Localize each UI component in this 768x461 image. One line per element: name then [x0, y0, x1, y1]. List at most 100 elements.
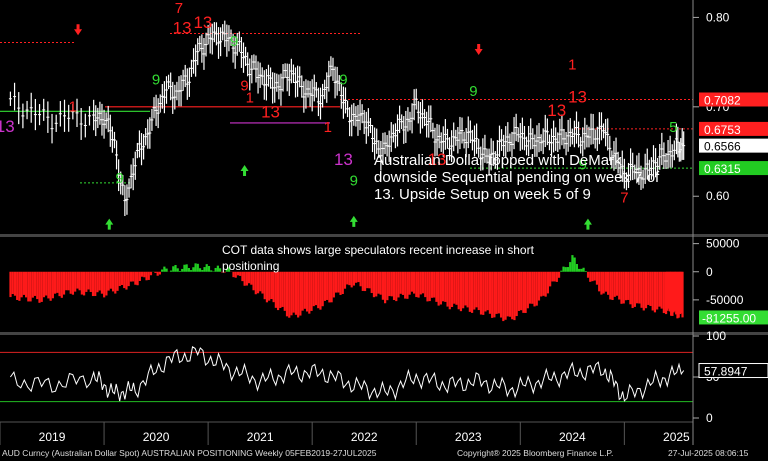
cot-bar [677, 271, 680, 318]
cot-bar [252, 271, 255, 291]
cot-bar [620, 271, 623, 304]
cot-bar [45, 271, 48, 296]
cot-bar [506, 271, 509, 317]
cot-bar [433, 271, 436, 298]
cot-bar [116, 271, 119, 291]
cot-bar [134, 271, 137, 285]
cot-bar [671, 271, 674, 316]
x-tick-label: 2023 [455, 430, 482, 444]
x-tick-label: 2021 [247, 430, 274, 444]
cot-bar [484, 271, 487, 312]
cot-bar [622, 271, 625, 304]
cot-bar [375, 271, 378, 297]
cot-bar [386, 271, 389, 301]
cot-bar [678, 271, 682, 315]
cot-bar [486, 271, 489, 311]
cot-bar [515, 271, 518, 317]
cot-bar [270, 271, 273, 300]
panel-separator [0, 332, 768, 335]
cot-bar [555, 271, 558, 282]
cot-bar [76, 271, 79, 289]
cot-bar [292, 271, 295, 313]
cot-bar [424, 271, 427, 298]
cot-bar [430, 271, 434, 298]
grid [0, 234, 768, 445]
cot-bar [120, 271, 124, 286]
cot-bar [653, 271, 657, 313]
demark-count-9: 9 [240, 78, 248, 95]
cot-bar [205, 264, 208, 272]
cot-bar [100, 271, 104, 294]
cot-bar [339, 271, 342, 295]
cot-bar [245, 271, 248, 286]
cot-bar [448, 271, 451, 310]
cot-bar [114, 271, 117, 294]
cot-bar [511, 271, 514, 320]
cot-bar [343, 271, 347, 289]
cot-bar [611, 271, 614, 301]
oscillator-panel [0, 345, 693, 403]
cot-bar [31, 271, 34, 298]
cot-bar [74, 271, 77, 292]
cot-bar [535, 271, 538, 306]
x-tick-label: 2020 [143, 430, 170, 444]
demark-count-9: 9 [230, 33, 238, 50]
cot-bar [25, 271, 28, 298]
cot-bar [428, 271, 431, 302]
cot-bar [470, 271, 474, 313]
cot-bar [303, 271, 306, 309]
cot-bar [651, 271, 654, 311]
cot-bar [457, 271, 460, 310]
demark-count-13: 13 [0, 117, 15, 136]
cot-bar [265, 271, 269, 303]
price-level-label: 0.7082 [704, 93, 741, 107]
cot-bar [551, 271, 554, 282]
cot-bar [399, 271, 402, 294]
cot-bar [499, 271, 503, 318]
cot-bar [294, 271, 298, 315]
cot-bar [190, 270, 193, 272]
oscillator-line [9, 345, 685, 402]
cot-bar [540, 271, 543, 297]
demark-count-9: 9 [579, 156, 587, 173]
footer-bar: AUD Curncy (Australian Dollar Spot) AUST… [0, 445, 768, 461]
cot-bar [154, 271, 157, 273]
price-level-label: 0.6315 [704, 162, 741, 176]
cot-bar [136, 271, 139, 286]
cot-bar [348, 271, 351, 286]
cot-bar [666, 271, 669, 311]
cot-bar [105, 271, 108, 296]
cot-bar [352, 271, 356, 286]
cot-bar [381, 271, 384, 300]
cot-bar [357, 271, 360, 283]
y-tick-label: 50000 [706, 237, 740, 251]
cot-bar [582, 267, 585, 272]
cot-bar [172, 266, 175, 272]
cot-bar [524, 271, 527, 313]
cot-bar [174, 265, 177, 272]
cot-bar [397, 271, 400, 298]
cot-bar [161, 269, 164, 272]
cot-bar [624, 271, 628, 301]
cot-bar [285, 271, 289, 317]
cot-bar [462, 271, 465, 309]
cot-bar [129, 271, 133, 282]
cot-bar [482, 271, 485, 315]
cot-bar [243, 271, 246, 286]
cot-bar [9, 271, 12, 298]
y-tick-label: 0 [706, 265, 713, 279]
cot-bar [225, 268, 228, 272]
cot-bar [437, 271, 440, 306]
cot-bar [404, 271, 407, 299]
cot-bar [598, 271, 601, 292]
cot-bar [464, 271, 467, 306]
cot-bar [103, 271, 106, 298]
y-tick-label: 0.80 [706, 10, 730, 24]
cot-bar [33, 271, 37, 296]
cot-bar [196, 263, 199, 272]
cot-bar [319, 271, 322, 310]
cot-bar [221, 271, 224, 273]
cot-bar [71, 271, 75, 295]
cot-bar [138, 271, 141, 281]
cot-bar [497, 271, 500, 314]
